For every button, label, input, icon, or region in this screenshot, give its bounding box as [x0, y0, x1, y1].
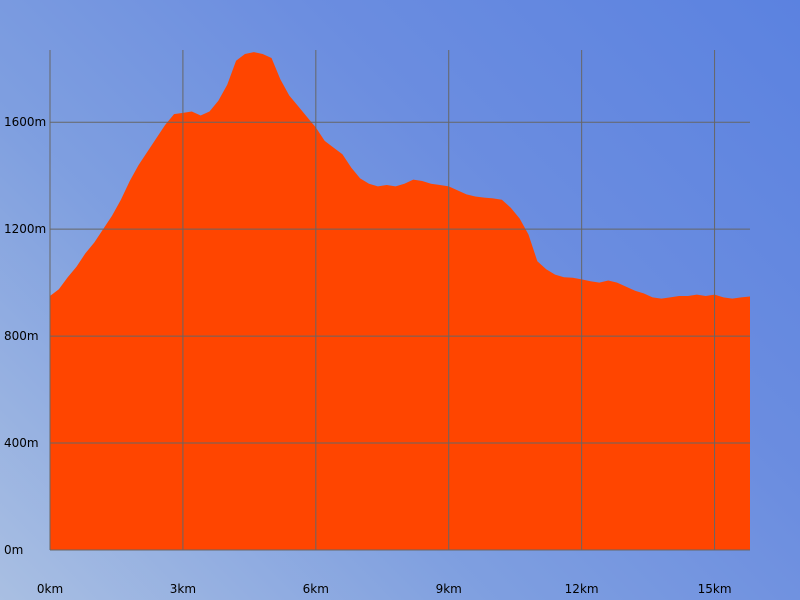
y-tick-label: 400m [4, 436, 39, 450]
y-tick-label: 1600m [4, 115, 46, 129]
x-tick-label: 6km [303, 582, 329, 596]
x-axis-tick-labels: 0km 3km 6km 9km 12km 15km [37, 582, 732, 596]
x-tick-label: 15km [698, 582, 732, 596]
y-tick-label: 1200m [4, 222, 46, 236]
x-tick-label: 12km [565, 582, 599, 596]
x-tick-label: 0km [37, 582, 63, 596]
elevation-area-series [50, 50, 750, 550]
y-tick-label: 0m [4, 543, 23, 557]
elevation-area [50, 52, 750, 550]
axes [49, 50, 750, 551]
y-tick-label: 800m [4, 329, 39, 343]
x-tick-label: 9km [436, 582, 462, 596]
y-axis-tick-labels: 0m 400m 800m 1200m 1600m [4, 115, 46, 557]
x-tick-label: 3km [170, 582, 196, 596]
